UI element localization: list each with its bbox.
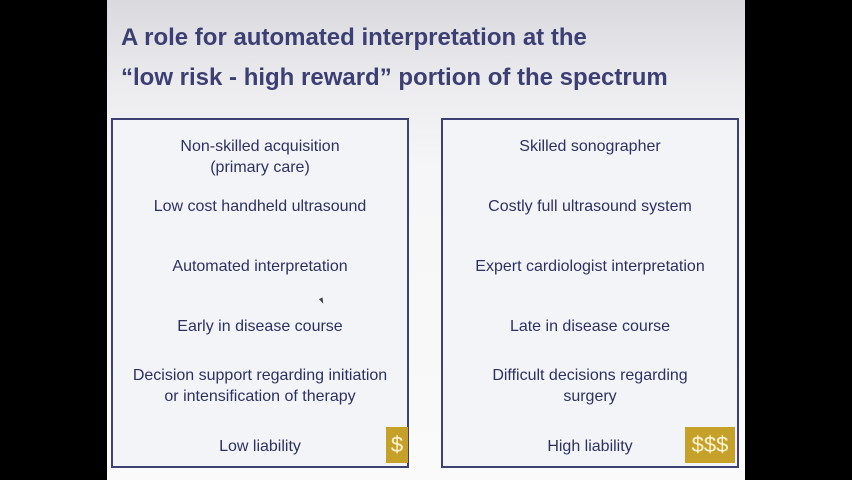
left-item-acquisition-line2: (primary care) [210,159,310,176]
left-item-decision-line1: Decision support regarding initiation [132,367,388,384]
right-item-interpretation: Expert cardiologist interpretation [475,258,705,275]
left-item-decision-line2: or intensification of therapy [164,388,356,405]
left-panel-low-risk: Non-skilled acquisition (primary care) L… [111,118,409,468]
mouse-cursor-icon [318,297,326,305]
slide: A role for automated interpretation at t… [107,0,745,480]
title-line-1: A role for automated interpretation at t… [121,24,587,51]
title-line-2: “low risk - high reward” portion of the … [121,64,668,91]
left-item-disease-course: Early in disease course [177,318,343,335]
left-item-device: Low cost handheld ultrasound [153,198,367,215]
left-item-interpretation: Automated interpretation [172,258,348,275]
right-item-acquisition: Skilled sonographer [519,138,661,155]
left-item-acquisition-line1: Non-skilled acquisition [180,138,340,155]
right-item-disease-course: Late in disease course [509,318,671,335]
right-panel-high-risk: Skilled sonographer Costly full ultrasou… [441,118,739,468]
slide-title: A role for automated interpretation at t… [121,18,731,98]
right-item-decision: Difficult decisions regarding surgery [443,365,737,407]
right-item-liability: High liability [547,438,633,455]
right-item-device: Costly full ultrasound system [488,198,692,215]
right-item-decision-line1: Difficult decisions regarding [492,367,688,384]
left-item-decision: Decision support regarding initiation or… [113,365,407,407]
left-item-acquisition: Non-skilled acquisition (primary care) [113,136,407,178]
dollar-icon: $ [386,427,408,463]
left-item-liability: Low liability [219,438,301,455]
right-item-decision-line2: surgery [563,388,617,405]
triple-dollar-icon: $$$ [685,427,735,463]
